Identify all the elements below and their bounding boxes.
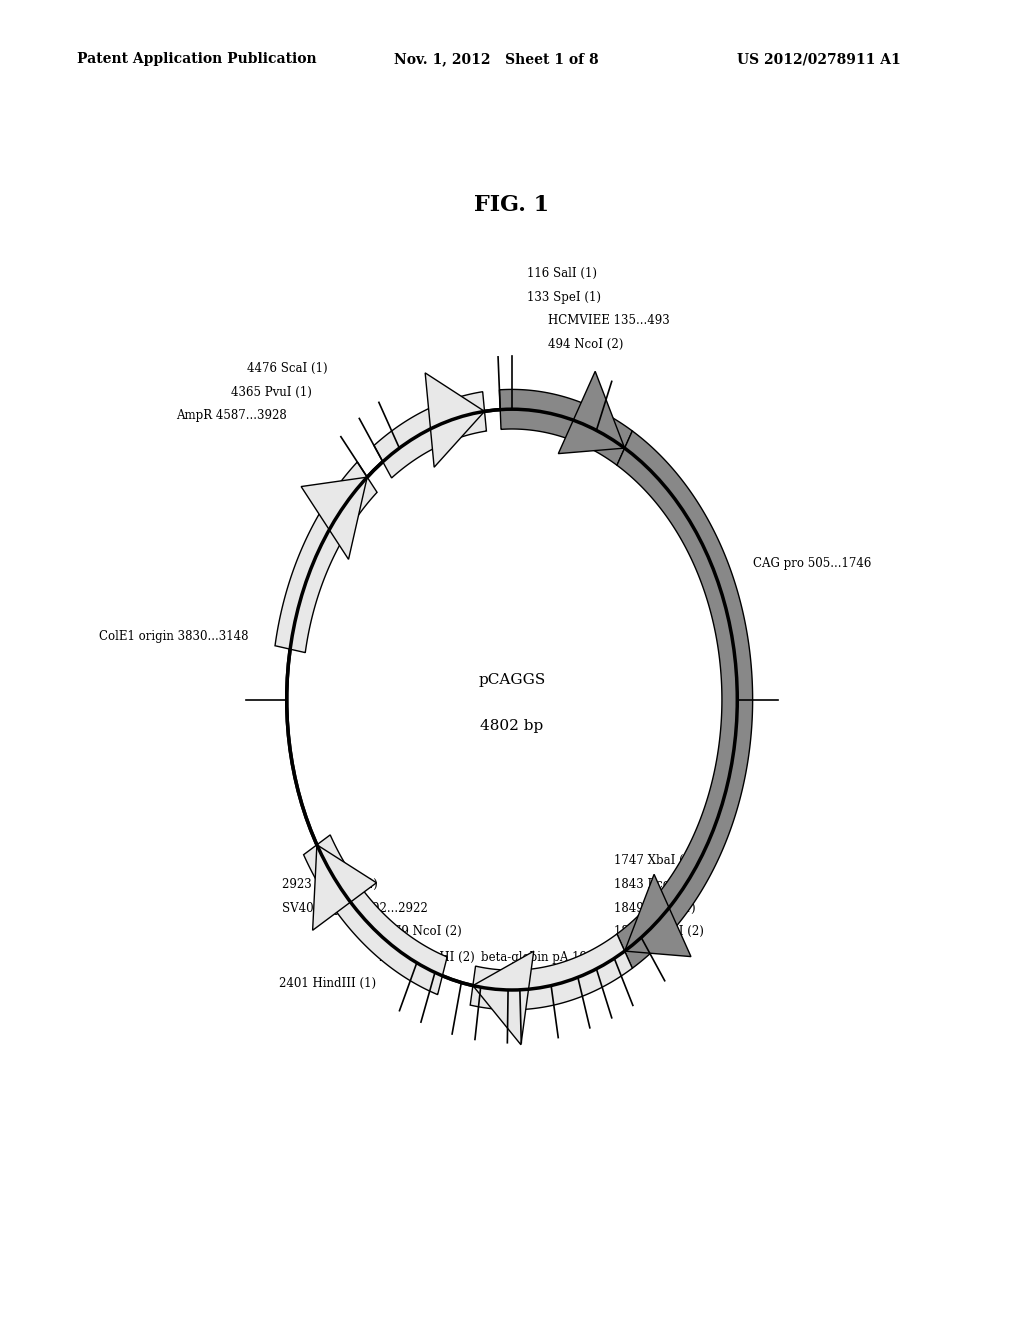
Text: Nov. 1, 2012   Sheet 1 of 8: Nov. 1, 2012 Sheet 1 of 8 <box>394 53 599 66</box>
Text: 2586 BamHI (2): 2586 BamHI (2) <box>379 950 475 964</box>
Polygon shape <box>558 371 625 454</box>
Text: pCAGGS: pCAGGS <box>478 673 546 686</box>
Text: 1855 EcoRI (2): 1855 EcoRI (2) <box>614 925 705 939</box>
Text: 2679 NcoI (2): 2679 NcoI (2) <box>379 925 462 939</box>
Text: 116 SalI (1): 116 SalI (1) <box>527 267 597 280</box>
Polygon shape <box>473 952 534 1044</box>
Text: ColE1 origin 3830...3148: ColE1 origin 3830...3148 <box>99 630 249 643</box>
Text: 2392 PstI (1): 2392 PstI (1) <box>484 977 561 990</box>
Text: Patent Application Publication: Patent Application Publication <box>77 53 316 66</box>
Text: 2401 HindIII (1): 2401 HindIII (1) <box>279 977 376 990</box>
Text: 1843 EcoRI (2): 1843 EcoRI (2) <box>614 878 705 891</box>
Text: 1747 XbaI (1): 1747 XbaI (1) <box>614 854 696 867</box>
Polygon shape <box>301 477 368 560</box>
Text: 4365 PvuI (1): 4365 PvuI (1) <box>231 385 312 399</box>
Text: 494 NcoI (2): 494 NcoI (2) <box>548 338 624 351</box>
Text: CAG pro 505...1746: CAG pro 505...1746 <box>753 557 871 570</box>
Text: 4476 ScaI (1): 4476 ScaI (1) <box>247 362 328 375</box>
Polygon shape <box>303 836 447 994</box>
Text: SV40ori/pA' 2592...2922: SV40ori/pA' 2592...2922 <box>282 902 427 915</box>
Text: 4802 bp: 4802 bp <box>480 719 544 733</box>
Polygon shape <box>616 430 753 969</box>
Polygon shape <box>470 935 633 1010</box>
Polygon shape <box>625 874 691 957</box>
Text: 2923 BamHI (2): 2923 BamHI (2) <box>282 878 378 891</box>
Polygon shape <box>500 389 633 465</box>
Polygon shape <box>312 845 377 931</box>
Text: beta-globin pA 1936...2384: beta-globin pA 1936...2384 <box>481 950 643 964</box>
Text: US 2012/0278911 A1: US 2012/0278911 A1 <box>737 53 901 66</box>
Polygon shape <box>374 392 486 478</box>
Text: AmpR 4587...3928: AmpR 4587...3928 <box>176 409 287 422</box>
Polygon shape <box>425 372 484 467</box>
Text: 133 SpeI (1): 133 SpeI (1) <box>527 290 601 304</box>
Text: FIG. 1: FIG. 1 <box>474 194 550 215</box>
Text: HCMVIEE 135...493: HCMVIEE 135...493 <box>548 314 670 327</box>
Text: 1849 XhoI (1): 1849 XhoI (1) <box>614 902 696 915</box>
Polygon shape <box>275 462 377 652</box>
